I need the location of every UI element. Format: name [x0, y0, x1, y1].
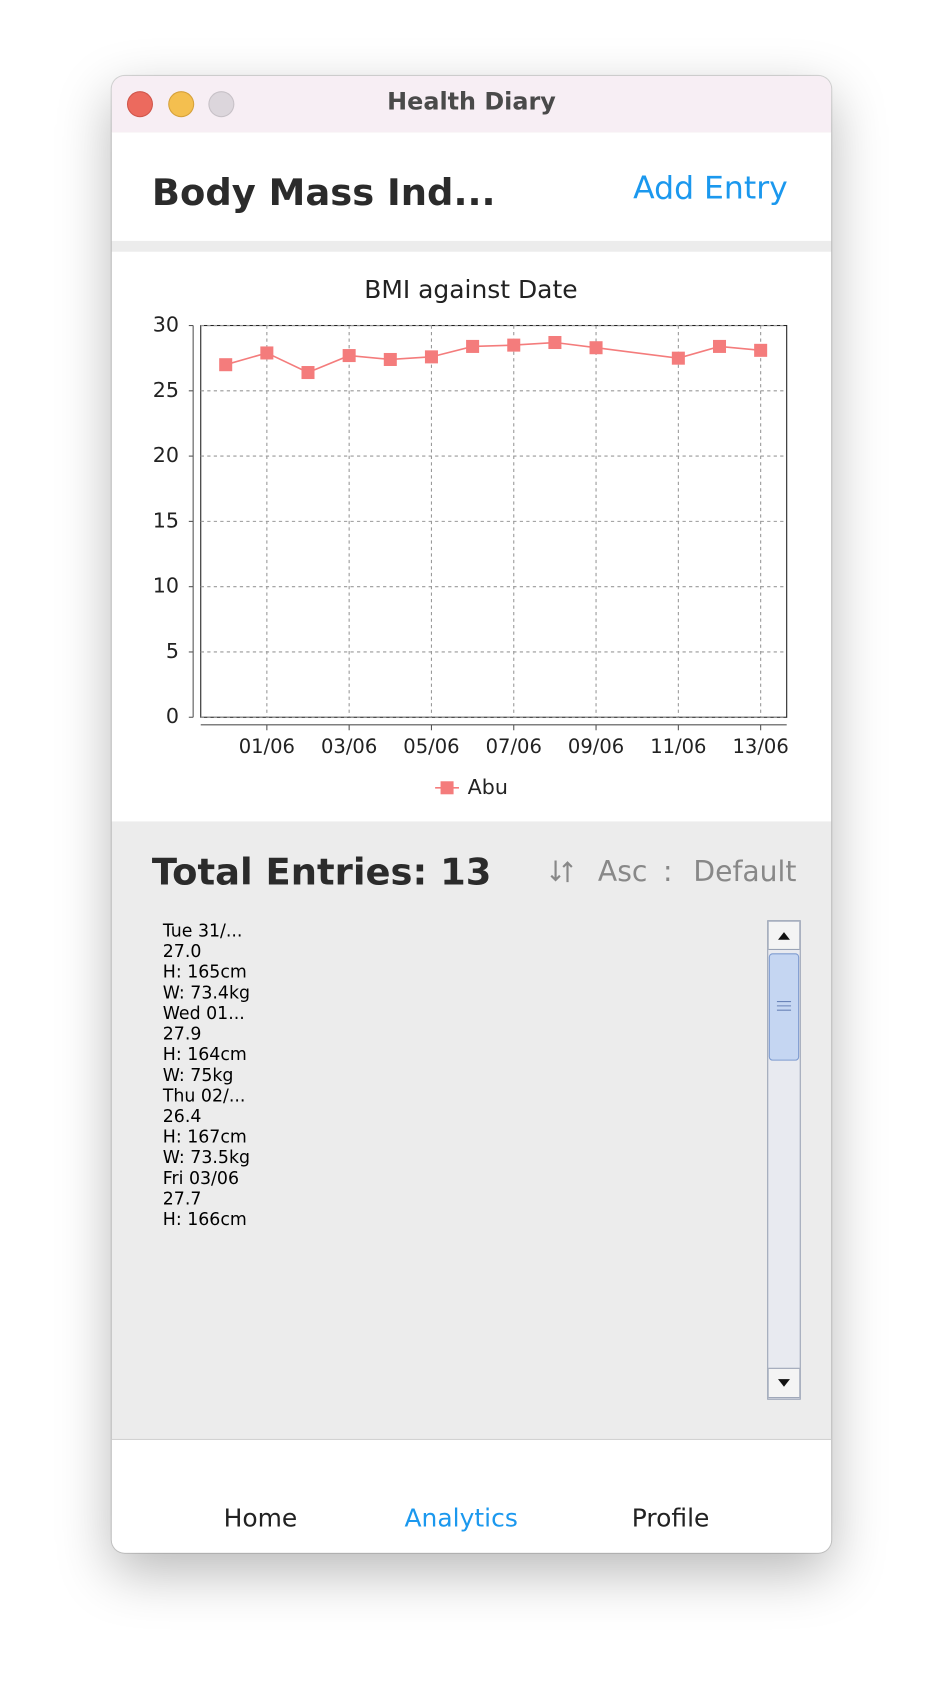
data-point — [671, 351, 685, 365]
entry-bmi: 27.7 — [162, 1188, 202, 1209]
nav-label: Analytics — [404, 1505, 518, 1534]
sort-icon[interactable] — [548, 857, 576, 885]
scrollbar-graphics — [767, 920, 801, 1399]
legend-label: Abu — [468, 775, 508, 799]
page-title: Body Mass Ind... — [151, 171, 496, 215]
entry-date: Fri 03/06 — [162, 1167, 240, 1189]
y-tick-label: 5 — [166, 639, 179, 663]
nav-item[interactable]: Analytics — [374, 1440, 548, 1553]
bottom-nav: Home Analytics Profile — [111, 1438, 832, 1553]
y-tick-label: 30 — [153, 313, 179, 337]
data-point — [589, 341, 603, 355]
data-point — [260, 346, 274, 360]
data-point — [754, 343, 768, 357]
legend-marker — [440, 781, 454, 795]
add-entry-button[interactable]: Add Entry — [633, 169, 788, 207]
chart: BMI against Date 0 5 10 15 20 25 30 01/06 03/06 0… — [153, 275, 789, 799]
entry-date: Tue 31/... — [162, 920, 243, 941]
x-tick-label: 07/06 — [486, 735, 542, 758]
entry-height: H: 166cm — [162, 1208, 247, 1230]
nav-label: Home — [223, 1505, 298, 1534]
data-point — [507, 338, 521, 352]
data-point — [466, 339, 480, 353]
zoom-button — [208, 91, 235, 118]
sort-order[interactable]: Asc — [597, 856, 648, 889]
scrollbar[interactable] — [767, 920, 801, 1400]
entry-height: H: 167cm — [162, 1126, 247, 1147]
chart-title: BMI against Date — [364, 275, 577, 304]
minimize-button[interactable] — [168, 91, 195, 118]
x-tick-label: 01/06 — [239, 735, 295, 758]
title-bar: Health Diary — [111, 75, 832, 134]
entry-card[interactable]: Fri 03/06 27.7 H: 166cm — [163, 1168, 747, 1230]
entry-weight: W: 75kg — [162, 1064, 234, 1086]
x-tick-label: 11/06 — [650, 735, 706, 758]
entry-weight: W: 73.4kg — [162, 982, 251, 1003]
close-button[interactable] — [126, 91, 153, 118]
data-point — [342, 349, 356, 363]
entry-card[interactable]: Thu 02/... 26.4 H: 167cm W: 73.5kg — [163, 1085, 747, 1167]
entry-card[interactable]: Wed 01... 27.9 H: 164cm W: 75kg — [163, 1003, 747, 1085]
entry-bmi: 27.9 — [162, 1023, 202, 1044]
entry-date: Thu 02/... — [162, 1085, 246, 1106]
nav-item[interactable]: Home — [174, 1440, 348, 1553]
sort-separator: : — [662, 856, 673, 889]
x-tick-label: 09/06 — [568, 735, 624, 758]
data-point — [424, 350, 438, 364]
header: Body Mass Ind... Add Entry — [111, 132, 832, 241]
y-tick-label: 20 — [153, 443, 179, 467]
y-tick-label: 10 — [153, 574, 179, 598]
y-tick-label: 25 — [153, 378, 179, 402]
entry-card[interactable]: Tue 31/... 27.0 H: 165cm W: 73.4kg — [163, 920, 747, 1002]
x-tick-label: 05/06 — [403, 735, 459, 758]
app-window: Health Diary Body Mass Ind... Add Entry … — [111, 75, 832, 1553]
nav-item[interactable]: Profile — [584, 1440, 758, 1553]
sort-field[interactable]: Default — [693, 856, 797, 889]
data-point — [383, 352, 397, 366]
chart-panel: BMI against Date 0 5 10 15 20 25 30 01/06 03/06 0… — [111, 251, 832, 822]
entry-list: Tue 31/... 27.0 H: 165cm W: 73.4kg Wed 01...… — [163, 920, 747, 1400]
entry-bmi: 27.0 — [162, 940, 202, 962]
total-entries: Total Entries: 13 — [151, 850, 492, 895]
data-point — [548, 335, 562, 350]
data-point — [219, 358, 233, 372]
entry-bmi: 26.4 — [162, 1105, 202, 1127]
data-point — [712, 339, 727, 353]
data-point — [301, 366, 315, 380]
entry-date: Wed 01... — [162, 1002, 245, 1024]
nav-label: Profile — [631, 1505, 710, 1534]
entry-height: H: 165cm — [162, 961, 247, 983]
x-tick-label: 13/06 — [733, 735, 789, 758]
y-tick-label: 15 — [153, 508, 179, 532]
y-tick-label: 0 — [166, 704, 179, 728]
window-title: Health Diary — [387, 88, 556, 117]
x-tick-label: 03/06 — [321, 735, 377, 758]
entry-height: H: 164cm — [162, 1043, 247, 1065]
entry-weight: W: 73.5kg — [162, 1146, 251, 1168]
